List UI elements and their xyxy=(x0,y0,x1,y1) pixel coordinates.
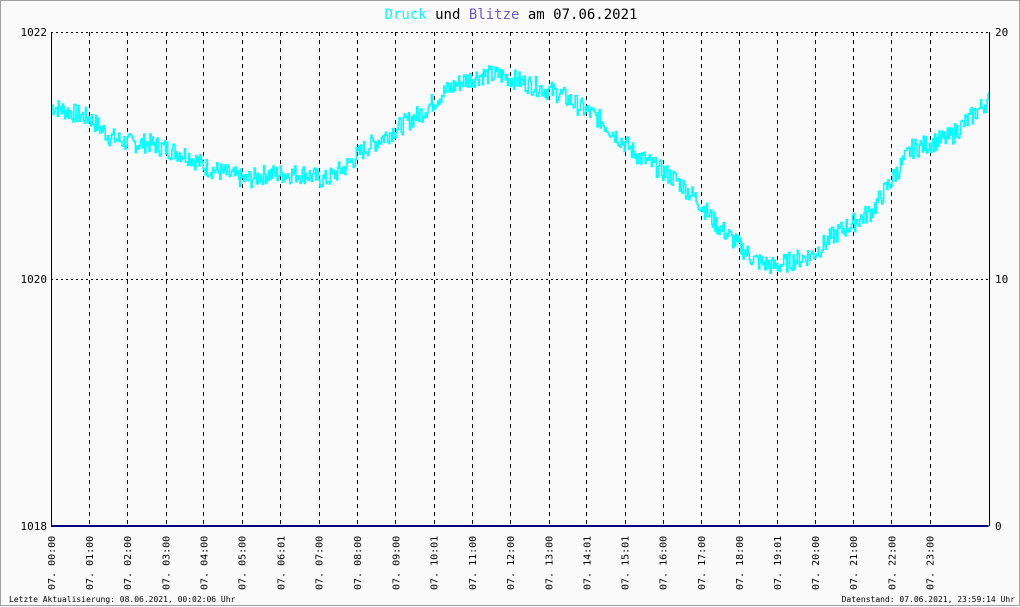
x-tick-label: 07. 23:00 xyxy=(926,536,937,590)
title-date: am 07.06.2021 xyxy=(519,7,637,23)
x-tick-label: 07. 11:00 xyxy=(468,536,479,590)
title-und: und xyxy=(427,7,469,23)
grid xyxy=(51,32,989,526)
y-tick-left-label: 1018 xyxy=(21,520,48,533)
axes xyxy=(51,32,990,526)
y-tick-right-label: 10 xyxy=(995,273,1008,286)
x-tick-label: 07. 01:00 xyxy=(85,536,96,590)
x-tick-label: 07. 10:01 xyxy=(430,536,441,590)
x-tick-label: 07. 18:00 xyxy=(735,536,746,590)
x-tick-label: 07. 13:00 xyxy=(545,536,556,590)
x-tick-label: 07. 12:00 xyxy=(506,536,517,590)
x-tick-label: 07. 15:01 xyxy=(621,536,632,590)
series-layer xyxy=(51,65,990,527)
x-tick-label: 07. 04:00 xyxy=(199,536,210,590)
y-tick-right-label: 20 xyxy=(995,26,1008,39)
x-tick-label: 07. 05:00 xyxy=(238,536,249,590)
footer-last-update: Letzte Aktualisierung: 08.06.2021, 00:02… xyxy=(9,595,236,604)
chart-title: Druck und Blitze am 07.06.2021 xyxy=(385,7,638,23)
x-tick-label: 07. 06:01 xyxy=(276,536,287,590)
y-tick-left-label: 1020 xyxy=(21,273,48,286)
x-tick-label: 07. 08:00 xyxy=(353,536,364,590)
y-tick-right-label: 0 xyxy=(995,520,1002,533)
x-tick-label: 07. 17:00 xyxy=(697,536,708,590)
y-tick-left-label: 1022 xyxy=(21,26,48,39)
x-tick-label: 07. 16:00 xyxy=(659,536,670,590)
x-tick-label: 07. 00:00 xyxy=(47,536,58,590)
x-tick-label: 07. 14:01 xyxy=(582,536,593,590)
x-tick-label: 07. 07:00 xyxy=(315,536,326,590)
x-tick-label: 07. 09:00 xyxy=(391,536,402,590)
footer-data-status: Datenstand: 07.06.2021, 23:59:14 Uhr xyxy=(842,595,1016,604)
x-tick-label: 07. 19:01 xyxy=(773,536,784,590)
title-druck: Druck xyxy=(385,7,428,23)
title-blitze: Blitze xyxy=(469,7,520,23)
x-axis-ticks: 07. 00:00 07. 01:00 07. 02:00 07. 03:00 07. … xyxy=(47,536,937,590)
x-tick-label: 07. 20:00 xyxy=(811,536,822,590)
y-axis-right-ticks: 0 10 20 xyxy=(995,26,1008,533)
y-axis-left-ticks: 1018 1020 1022 xyxy=(21,26,48,533)
x-tick-label: 07. 03:00 xyxy=(162,536,173,590)
x-tick-label: 07. 02:00 xyxy=(123,536,134,590)
series-druck-line xyxy=(51,65,990,275)
x-tick-label: 07. 21:00 xyxy=(849,536,860,590)
x-tick-label: 07. 22:00 xyxy=(887,536,898,590)
